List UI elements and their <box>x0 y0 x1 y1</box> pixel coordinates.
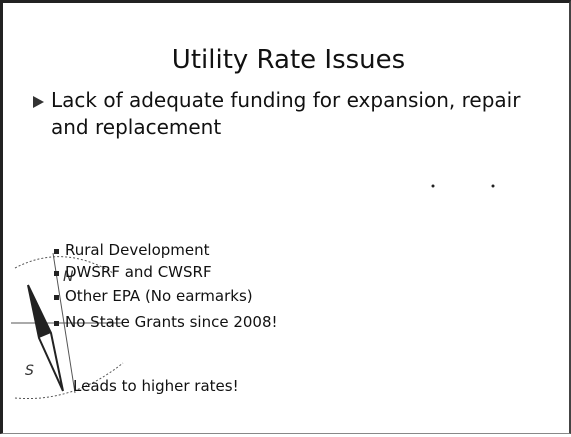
sub-bullet: Other EPA (No earmarks) <box>65 287 253 305</box>
bullet-square <box>54 271 59 276</box>
bullet-square <box>54 295 59 300</box>
slide: N S Utility Rate Issues Lack of adequate… <box>0 0 571 434</box>
sub-bullet: Rural Development <box>65 241 210 259</box>
bullet-square <box>54 321 59 326</box>
sub-bullet: DWSRF and CWSRF <box>65 263 212 281</box>
bullet-arrow <box>33 96 44 108</box>
conclusion: Leads to higher rates! <box>73 377 239 395</box>
main-bullet: Lack of adequate funding for expansion, … <box>51 87 521 141</box>
slide-title: Utility Rate Issues <box>3 45 571 75</box>
bullet-square <box>54 249 59 254</box>
sub-bullet: No State Grants since 2008! <box>65 313 278 331</box>
svg-text:S: S <box>25 363 34 379</box>
